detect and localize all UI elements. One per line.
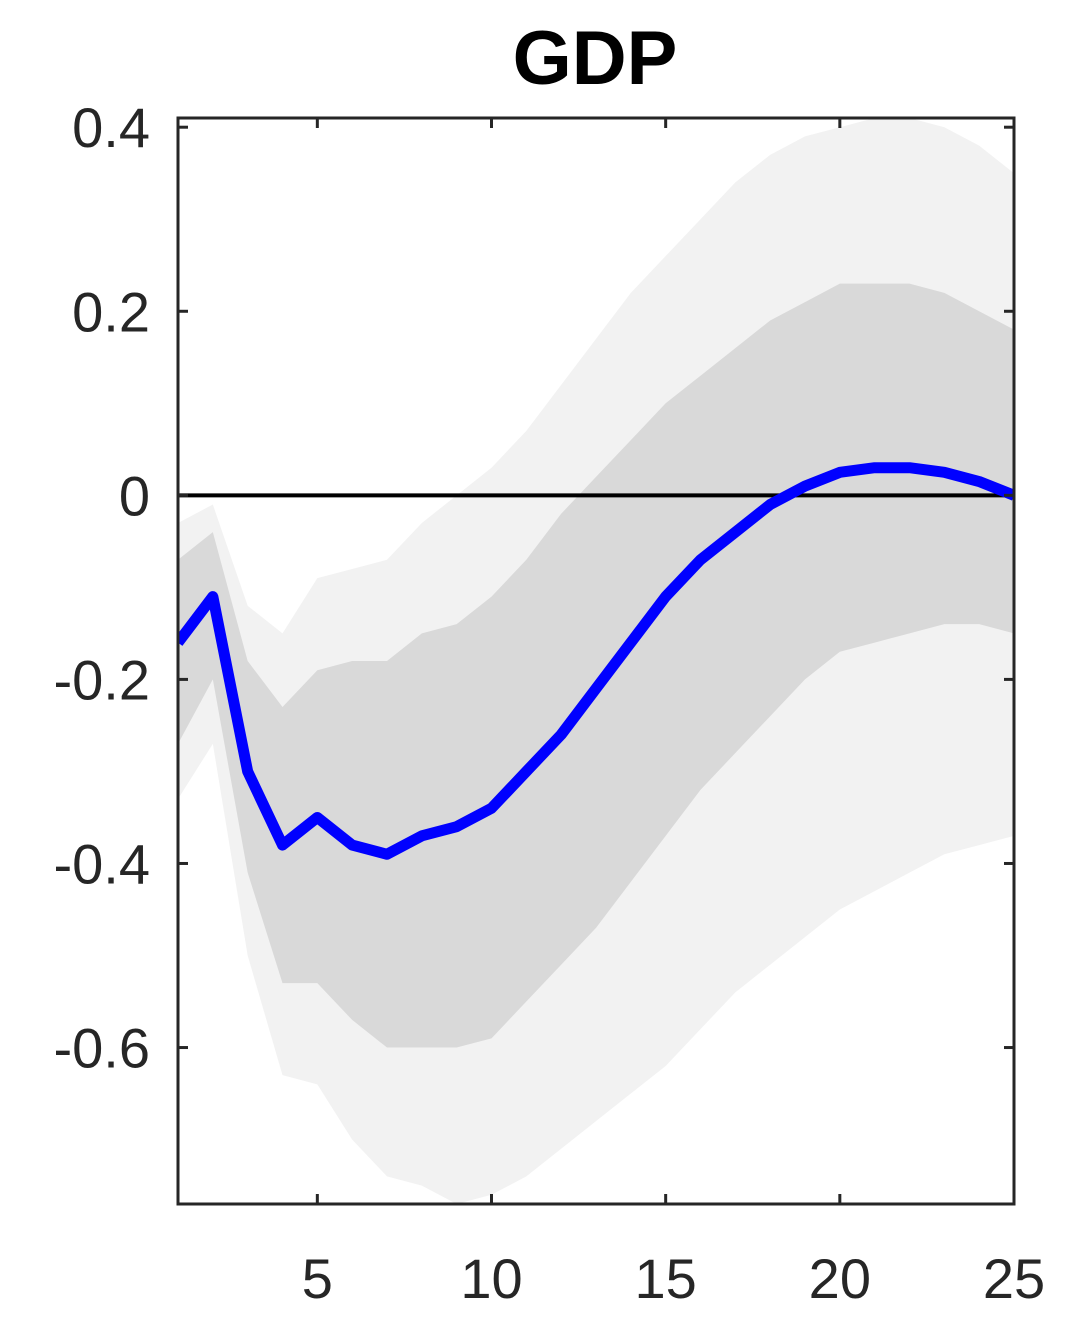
y-tick-label: 0: [119, 464, 150, 527]
median-response-line: [178, 462, 1014, 860]
y-tick-label: 0.4: [72, 96, 150, 159]
x-tick-label: 10: [460, 1247, 522, 1310]
plot-data-layer: [178, 118, 1014, 1204]
y-tick-label: -0.2: [54, 648, 151, 711]
chart-title: GDP: [513, 16, 678, 101]
x-tick-label: 25: [983, 1247, 1045, 1310]
x-tick-label: 15: [635, 1247, 697, 1310]
x-tick-label: 20: [809, 1247, 871, 1310]
axes-box: [176, 116, 1016, 1206]
y-tick-label: 0.2: [72, 280, 150, 343]
y-tick-label: -0.4: [54, 832, 151, 895]
x-tick-label: 5: [302, 1247, 333, 1310]
plot-area: 5 10 15 20 25 0.4 0.2 0 -0.2 -0.4 -0.6: [54, 96, 1046, 1310]
y-tick-label: -0.6: [54, 1017, 151, 1080]
